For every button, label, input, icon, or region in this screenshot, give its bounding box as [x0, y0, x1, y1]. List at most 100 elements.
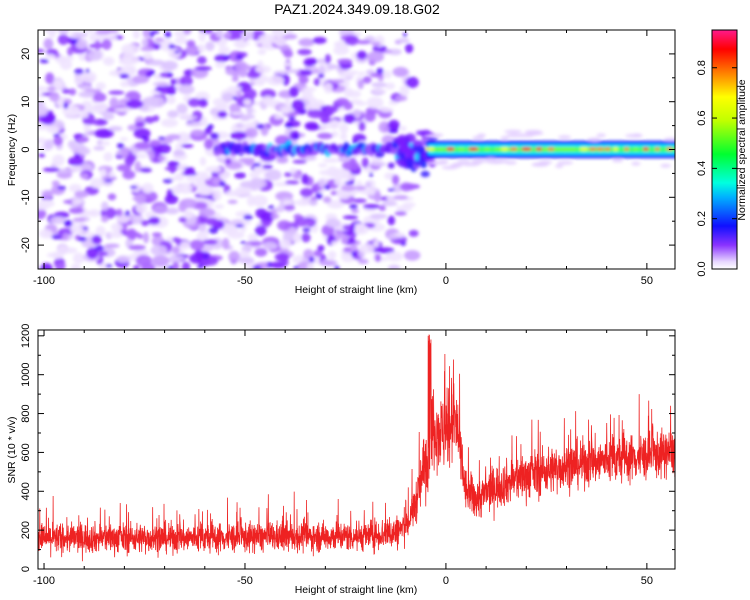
signal-halo — [625, 133, 643, 138]
spectrogram-y-axis-label: Frequency (Hz) — [6, 114, 18, 186]
y-tick-label: 200 — [20, 521, 32, 539]
noise-blob — [194, 66, 212, 71]
noise-blob — [378, 121, 391, 133]
noise-blob — [404, 250, 421, 261]
noise-speck — [318, 73, 324, 78]
noise-speck — [352, 139, 357, 145]
noise-speck — [162, 178, 173, 184]
noise-blob — [79, 84, 93, 91]
colorbar-ticks: 0.0 0.2 0.4 0.6 0.8 — [696, 60, 737, 277]
noise-blob — [99, 262, 114, 269]
noise-blob — [135, 201, 148, 214]
noise-blob — [284, 180, 300, 185]
noise-blob — [318, 261, 336, 266]
noise-blob — [179, 241, 191, 250]
noise-blob — [343, 101, 353, 111]
noise-speck — [402, 32, 408, 38]
noise-blob — [134, 141, 151, 150]
noise-blob — [262, 241, 278, 250]
noise-blob — [237, 257, 255, 264]
noise-speck — [78, 236, 87, 242]
noise-blob — [330, 79, 345, 84]
noise-blob — [362, 76, 372, 84]
noise-blob — [126, 153, 137, 162]
signal-hotspot — [446, 147, 455, 151]
noise-blob — [212, 188, 222, 201]
disturbance-blob — [397, 140, 408, 146]
noise-speck — [243, 214, 253, 221]
y-tick-label: 400 — [20, 482, 32, 500]
noise-blob — [358, 121, 366, 132]
noise-blob — [262, 164, 273, 170]
noise-blob — [92, 103, 109, 111]
noise-blob — [139, 167, 152, 173]
noise-blob — [114, 107, 132, 113]
noise-blob — [281, 73, 290, 86]
noise-speck — [105, 264, 113, 268]
noise-blob — [266, 75, 285, 86]
noise-blob — [369, 162, 387, 167]
colorbar-tick-label: 0.0 — [696, 261, 708, 276]
noise-blob — [247, 233, 258, 242]
noise-blob — [67, 156, 84, 167]
noise-blob — [275, 205, 285, 213]
noise-blob — [199, 156, 207, 166]
noise-speck — [174, 50, 180, 54]
noise-blob — [185, 122, 203, 127]
noise-blob — [178, 84, 195, 95]
signal-hotspot — [566, 147, 578, 151]
noise-blob — [94, 128, 112, 139]
noise-blob — [42, 167, 60, 172]
noise-blob — [339, 123, 349, 134]
noise-speck — [252, 265, 262, 269]
noise-blob — [371, 82, 387, 88]
noise-blob — [166, 134, 181, 140]
noise-blob — [283, 200, 292, 206]
noise-blob — [84, 30, 95, 34]
noise-blob — [153, 205, 168, 214]
noise-blob — [232, 41, 251, 47]
x-tick-label: 50 — [641, 575, 653, 587]
noise-blob — [325, 218, 341, 228]
signal-hotspot — [540, 147, 551, 151]
noise-blob — [354, 101, 367, 106]
noise-blob — [152, 81, 171, 87]
noise-blob — [289, 167, 298, 174]
disturbance-blob — [403, 145, 412, 152]
noise-blob — [178, 112, 192, 119]
signal-halo — [505, 160, 517, 165]
noise-blob — [234, 64, 252, 72]
noise-blob — [174, 173, 185, 181]
noise-blob — [214, 61, 226, 69]
noise-blob — [312, 36, 327, 44]
noise-blob — [327, 63, 336, 70]
noise-blob — [148, 216, 161, 225]
disturbance-blob — [416, 147, 426, 155]
noise-blob — [53, 79, 63, 90]
signal-hotspot — [494, 147, 503, 151]
noise-blob — [187, 97, 202, 107]
noise-blob — [179, 198, 198, 209]
noise-blob — [391, 174, 400, 185]
noise-blob — [172, 261, 180, 269]
x-tick-label: 0 — [443, 275, 449, 287]
noise-blob — [198, 208, 216, 218]
noise-blob — [326, 166, 339, 178]
noise-blob — [269, 261, 287, 269]
colorbar: 0.0 0.2 0.4 0.6 0.8 Normalized spectral ampl… — [696, 29, 748, 277]
noise-speck — [400, 241, 406, 246]
noise-blob — [230, 124, 249, 134]
disturbance-blob — [395, 158, 403, 165]
noise-blob — [283, 204, 296, 211]
noise-blob — [135, 121, 146, 128]
noise-blob — [393, 195, 409, 200]
noise-blob — [77, 147, 91, 156]
noise-blob — [72, 252, 85, 264]
noise-blob — [229, 219, 247, 227]
noise-blob — [238, 157, 256, 163]
spectrogram-x-ticks: -100 -50 0 50 — [33, 30, 653, 287]
noise-blob — [337, 58, 353, 64]
noise-blob — [395, 95, 408, 102]
noise-blob — [344, 35, 360, 46]
